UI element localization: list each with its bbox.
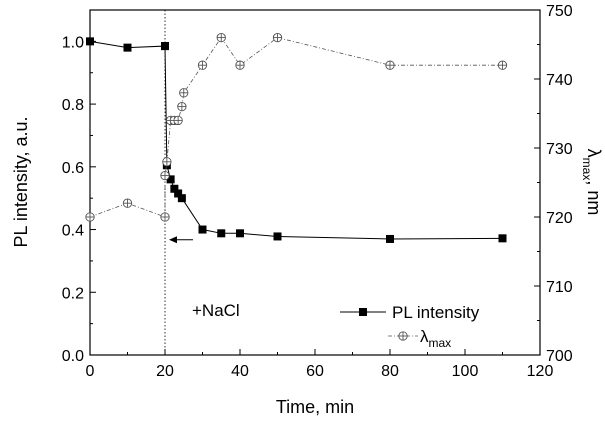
lambda-max-point [177, 101, 187, 112]
lambda-max-point [497, 60, 508, 70]
lambda-max-point [160, 212, 170, 222]
x-axis-ticks: 0 20 40 60 80 100 120 [86, 349, 554, 380]
lambda-max-point [173, 115, 183, 126]
pl-intensity-point [170, 184, 179, 193]
lambda-max-point [179, 88, 189, 98]
left-y-tick-label: 0.4 [62, 223, 84, 240]
pl-intensity-point [498, 234, 507, 243]
legend-lambda-marker-shape [398, 331, 408, 341]
left-y-axis-title: PL intensity, a.u. [11, 116, 31, 247]
legend-pl-marker [359, 308, 367, 316]
left-y-tick-label: 1.0 [62, 34, 84, 51]
pl-intensity-point [386, 234, 394, 243]
lambda-max-point [122, 198, 133, 208]
nacl-annotation: +NaCl [192, 301, 240, 320]
left-y-axis-ticks: 0.0 0.2 0.4 0.6 0.8 1.0 [62, 9, 96, 365]
x-tick-label: 20 [156, 363, 174, 380]
legend-lambda-marker [398, 331, 408, 341]
lambda-max-point [197, 60, 208, 70]
left-y-tick-label: 0.2 [62, 285, 84, 302]
x-axis-title: Time, min [276, 397, 354, 417]
series-layer [85, 32, 508, 243]
right-y-axis-title: λmax, nm [580, 149, 604, 216]
lambda-max-point [272, 32, 283, 43]
right-y-tick-label: 700 [546, 348, 573, 365]
left-y-tick-label: 0.6 [62, 160, 84, 177]
pl-intensity-point [166, 175, 175, 184]
x-tick-label: 0 [86, 363, 95, 380]
axis-arrow-annotation [169, 236, 193, 244]
pl-intensity-point [86, 37, 94, 46]
pl-intensity-line [89, 40, 503, 240]
left-y-tick-label: 0.0 [62, 348, 84, 365]
legend: PL intensity λmax [340, 303, 480, 350]
x-tick-label: 60 [306, 363, 324, 380]
lambda-max-point [162, 157, 172, 167]
arrow-head [169, 236, 177, 244]
x-tick-label: 120 [527, 363, 554, 380]
pl-intensity-point [236, 229, 244, 238]
right-y-tick-label: 750 [546, 3, 573, 20]
pl-intensity-point [217, 229, 226, 238]
right-y-tick-label: 730 [546, 141, 573, 158]
lambda-max-point [216, 32, 226, 43]
pl-intensity-point [273, 232, 282, 241]
x-tick-label: 40 [231, 363, 249, 380]
right-y-axis-ticks: 700 710 720 730 740 750 [534, 3, 573, 365]
lambda-max-point [385, 60, 395, 70]
pl-intensity-point [198, 225, 207, 234]
legend-lambda-label: λmax [420, 327, 451, 350]
lambda-max-point [235, 60, 245, 70]
lambda-max-point [85, 212, 95, 222]
pl-intensity-point [123, 43, 132, 52]
left-y-tick-label: 0.8 [62, 97, 84, 114]
legend-pl-label: PL intensity [392, 303, 480, 322]
pl-intensity-point [161, 42, 169, 51]
lambda-max-point [160, 170, 170, 181]
pl-intensity-point [177, 194, 186, 203]
x-tick-label: 100 [452, 363, 479, 380]
lambda-max-line [89, 36, 503, 218]
right-y-tick-label: 720 [546, 210, 573, 227]
right-y-tick-label: 740 [546, 72, 573, 89]
x-tick-label: 80 [381, 363, 399, 380]
right-y-tick-label: 710 [546, 279, 573, 296]
pl-intensity-point [174, 189, 183, 198]
